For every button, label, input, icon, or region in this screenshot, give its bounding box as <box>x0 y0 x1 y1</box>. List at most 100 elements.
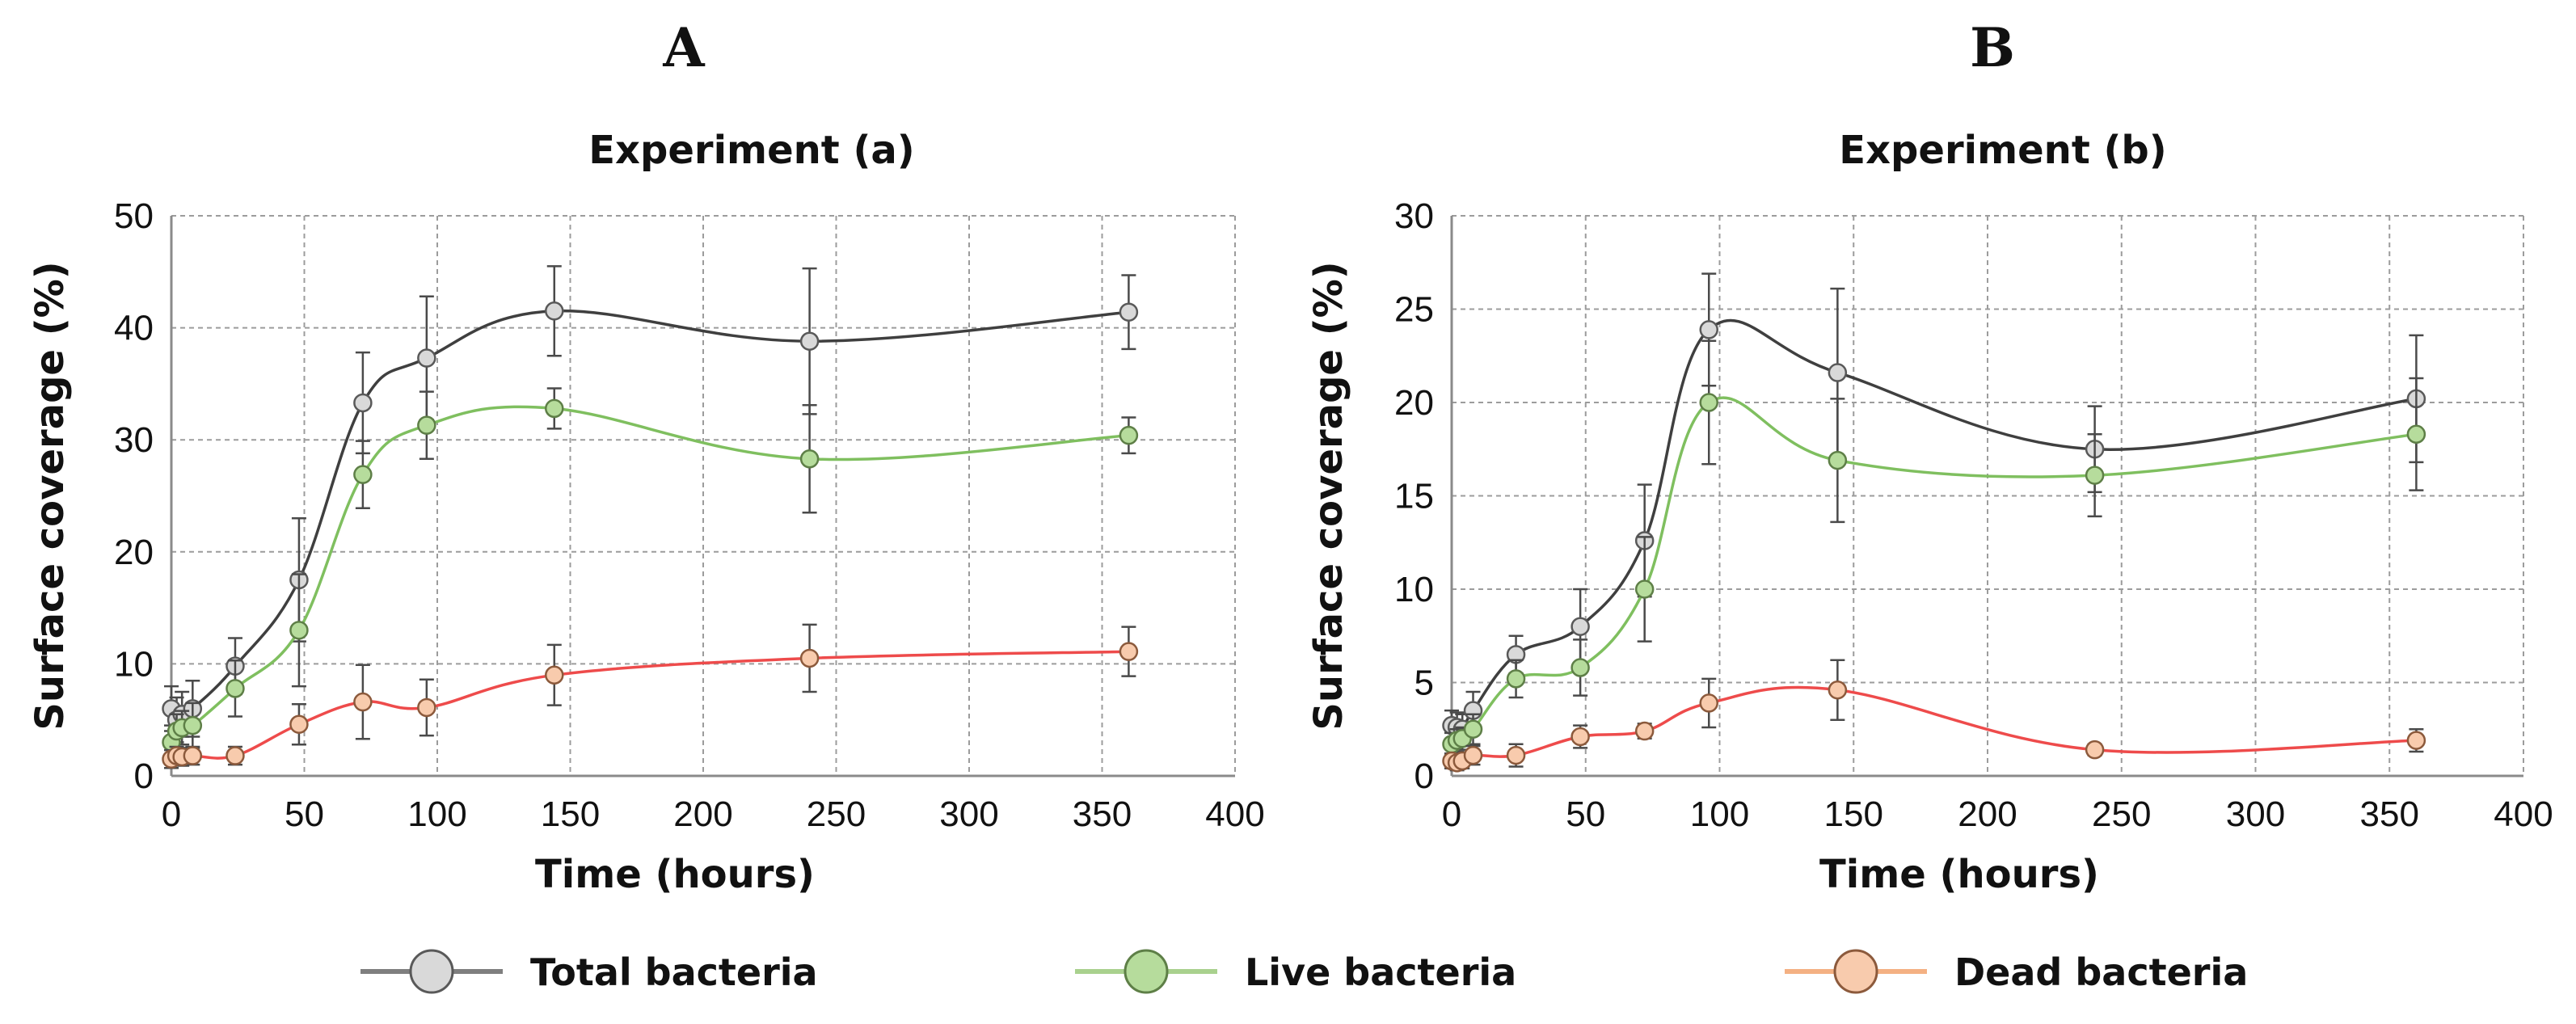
legend-item-total-bacteria: Total bacteria <box>360 949 818 994</box>
y-tick-label: 30 <box>114 420 154 460</box>
legend-label: Live bacteria <box>1245 950 1516 994</box>
series-line <box>170 309 1129 722</box>
series-line <box>171 650 1129 761</box>
data-point <box>1634 579 1655 599</box>
data-point <box>1506 745 1526 765</box>
data-point <box>1570 658 1590 677</box>
x-tick-label: 250 <box>807 794 866 834</box>
series-dead-bacteria <box>1442 659 2426 773</box>
data-point <box>1570 617 1590 636</box>
legend-label: Total bacteria <box>530 950 818 994</box>
y-tick-label: 20 <box>1394 383 1434 423</box>
data-point <box>545 665 564 685</box>
data-point <box>183 746 203 765</box>
legend-marker <box>409 949 454 994</box>
series-total-bacteria <box>1442 272 2426 745</box>
data-point <box>799 648 820 668</box>
data-point <box>1699 393 1718 412</box>
data-point <box>353 692 373 712</box>
data-point <box>1828 680 1848 700</box>
data-point <box>1119 302 1139 322</box>
series-line <box>1450 396 2417 746</box>
x-tick-label: 0 <box>162 794 181 834</box>
chart-title: Experiment (a) <box>588 128 914 173</box>
x-axis-label: Time (hours) <box>1819 852 2099 897</box>
panel-letter-a: A <box>662 16 705 79</box>
x-tick-label: 0 <box>1442 794 1461 834</box>
x-tick-label: 350 <box>2360 794 2419 834</box>
x-tick-label: 100 <box>1690 794 1749 834</box>
data-point <box>1699 693 1718 713</box>
y-tick-label: 10 <box>114 644 154 684</box>
legend-marker <box>1124 949 1169 994</box>
data-point <box>1463 719 1483 739</box>
y-tick-label: 0 <box>1414 756 1434 796</box>
y-axis-label: Surface coverage (%) <box>27 261 73 730</box>
series-total-bacteria <box>162 265 1139 744</box>
series-dead-bacteria <box>162 623 1139 769</box>
data-point <box>226 679 245 698</box>
chart-experiment-b: Experiment (b) 0 50 100 150 200 250 300 350 400 0 5… <box>1306 128 2553 897</box>
data-point <box>289 714 309 734</box>
data-point <box>353 393 373 413</box>
y-tick-label: 30 <box>1394 196 1434 236</box>
y-tick-label: 50 <box>114 196 154 236</box>
y-tick-label: 10 <box>1394 570 1434 609</box>
data-point <box>417 697 436 718</box>
y-tick-label: 5 <box>1414 664 1434 703</box>
x-axis-label: Time (hours) <box>535 852 815 897</box>
x-tick-label: 50 <box>1566 794 1605 834</box>
data-point <box>1828 450 1848 470</box>
data-point <box>417 415 436 435</box>
panel-letter-b: B <box>1970 16 2015 79</box>
data-point <box>545 301 564 321</box>
data-point <box>1634 721 1655 741</box>
x-tick-label: 50 <box>285 794 324 834</box>
x-tick-label: 150 <box>541 794 600 834</box>
x-tick-label: 150 <box>1824 794 1883 834</box>
y-tick-label: 0 <box>134 756 154 796</box>
data-point <box>799 449 820 469</box>
data-point <box>799 331 820 351</box>
y-tick-label: 20 <box>114 533 154 572</box>
series-line <box>1451 685 2417 765</box>
legend-item-live-bacteria: Live bacteria <box>1075 949 1516 994</box>
x-tick-label: 100 <box>407 794 466 834</box>
y-tick-label: 40 <box>114 309 154 348</box>
legend: Total bacteria Live bacteria Dead bacteria <box>360 949 2248 994</box>
data-point <box>2406 424 2426 445</box>
data-point <box>417 348 436 368</box>
data-point <box>1828 363 1848 382</box>
x-tick-label: 400 <box>2494 794 2553 834</box>
chart-title: Experiment (b) <box>1839 128 2166 173</box>
data-point <box>353 465 373 484</box>
data-point <box>1570 727 1590 747</box>
x-tick-label: 250 <box>2092 794 2151 834</box>
legend-marker <box>1833 949 1878 994</box>
series-line <box>1451 318 2417 732</box>
y-tick-label: 15 <box>1394 477 1434 516</box>
series-live-bacteria <box>162 387 1139 761</box>
data-point <box>2406 731 2426 750</box>
x-tick-label: 300 <box>2226 794 2285 834</box>
data-point <box>2085 466 2105 485</box>
legend-item-dead-bacteria: Dead bacteria <box>1785 949 2248 994</box>
data-point <box>183 715 203 735</box>
series-line <box>170 405 1129 744</box>
data-point <box>1463 745 1483 765</box>
x-tick-label: 300 <box>939 794 998 834</box>
x-tick-label: 400 <box>1205 794 1264 834</box>
data-point <box>226 746 245 765</box>
x-tick-label: 200 <box>1958 794 2017 834</box>
data-point <box>289 621 309 640</box>
data-point <box>1119 642 1139 661</box>
y-axis-label: Surface coverage (%) <box>1306 261 1351 730</box>
x-tick-label: 350 <box>1073 794 1132 834</box>
chart-experiment-a: Experiment (a) 0 50 100 150 200 250 300 350 400 0 1… <box>27 128 1265 897</box>
y-tick-label: 25 <box>1394 290 1434 330</box>
data-point <box>2085 740 2105 760</box>
data-point <box>1506 669 1526 689</box>
legend-label: Dead bacteria <box>1954 950 2248 994</box>
x-tick-label: 200 <box>673 794 732 834</box>
